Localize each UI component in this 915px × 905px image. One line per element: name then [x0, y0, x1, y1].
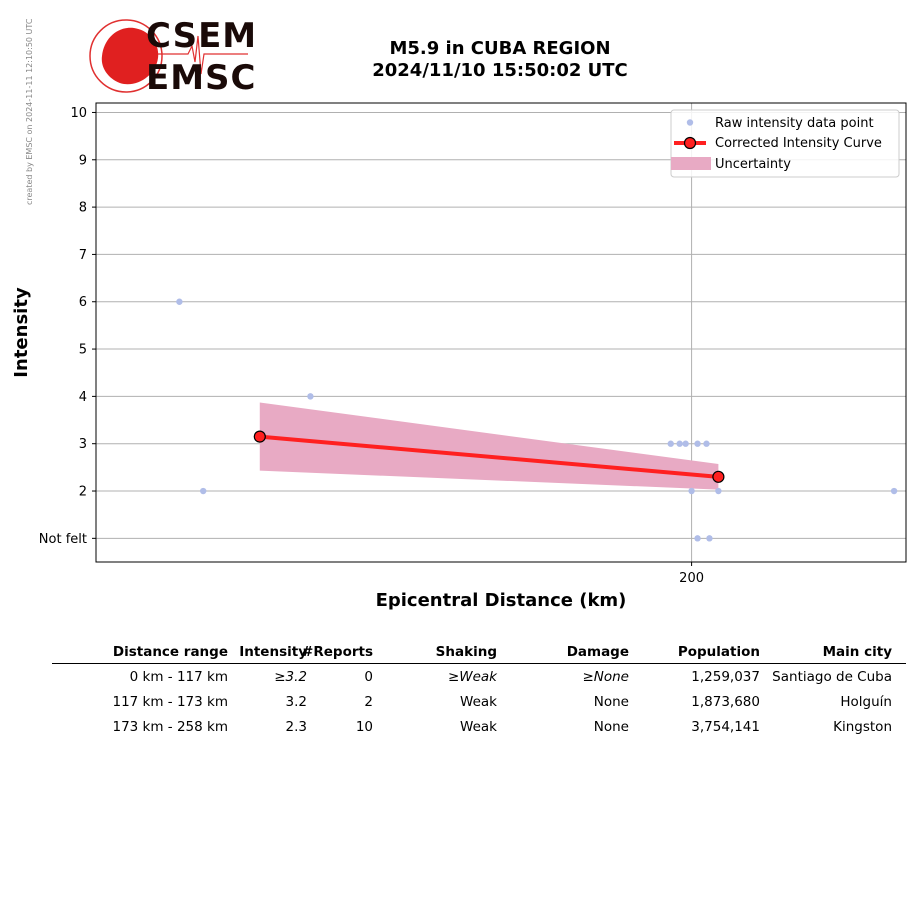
- table-cell: Holguín: [840, 694, 892, 710]
- raw-intensity-point: [682, 440, 689, 447]
- table-cell: ≥None: [582, 669, 629, 685]
- table-cell: ≥3.2: [274, 669, 307, 685]
- table-cell: None: [593, 719, 629, 735]
- raw-intensity-point: [715, 487, 722, 495]
- table-header-rule: [52, 663, 906, 664]
- table-cell: 2.3: [285, 719, 307, 735]
- intensity-table: Distance range Intensity #Reports Shaking Da…: [52, 640, 906, 740]
- table-cell: Santiago de Cuba: [772, 669, 892, 685]
- curve-marker: [712, 470, 725, 483]
- table-cell: 173 km - 258 km: [112, 719, 228, 735]
- y-tick-label: 8: [79, 201, 87, 216]
- table-header-cell: Intensity: [239, 644, 307, 660]
- table-header-cell: Damage: [566, 644, 629, 660]
- y-tick-label: 2: [79, 485, 87, 500]
- table-header-cell: Shaking: [435, 644, 497, 660]
- csem-emsc-logo: CSEM EMSC: [88, 16, 256, 98]
- intensity-chart: Not felt 2 3 4 5 6 7 8 9 10 200 Epicentral Distance…: [11, 102, 907, 611]
- raw-intensity-point: [676, 440, 683, 447]
- y-tick-label: 3: [79, 437, 87, 452]
- corrected-intensity-curve: [259, 434, 719, 479]
- y-tick-label: 9: [79, 153, 87, 168]
- table-header-cell: Population: [677, 644, 760, 660]
- legend-uncertainty-label: Uncertainty: [715, 157, 791, 172]
- table-cell: None: [593, 694, 629, 710]
- y-axis-label: Intensity: [11, 287, 32, 378]
- raw-intensity-point: [688, 487, 695, 495]
- y-tick-label: 4: [79, 390, 87, 405]
- chart-title-datetime: 2024/11/10 15:50:02 UTC: [372, 60, 628, 81]
- x-tick-label: 200: [679, 571, 704, 586]
- raw-intensity-point: [200, 487, 207, 495]
- uncertainty-band: [259, 402, 719, 490]
- table-cell: 0: [364, 669, 373, 685]
- x-axis-label: Epicentral Distance (km): [376, 590, 627, 611]
- table-cell: Weak: [460, 719, 497, 735]
- legend-uncertainty-swatch: [671, 157, 711, 170]
- plot-frame: [95, 102, 907, 563]
- legend-box: [670, 109, 900, 178]
- logo-globe-icon: [89, 19, 248, 93]
- legend-curve-marker: [683, 136, 697, 150]
- y-tick-label: 10: [70, 106, 87, 121]
- raw-intensity-point: [703, 440, 710, 447]
- logo-csem-text: CSEM: [146, 16, 258, 56]
- legend-curve-label: Corrected Intensity Curve: [715, 136, 882, 151]
- y-tick-label: Not felt: [39, 532, 87, 547]
- raw-intensity-point: [667, 440, 674, 447]
- table-cell: Weak: [460, 694, 497, 710]
- table-header-cell: Distance range: [112, 644, 228, 660]
- table-cell: 2: [364, 694, 373, 710]
- table-cell: 1,259,037: [691, 669, 760, 685]
- raw-intensity-point: [706, 535, 713, 542]
- legend-raw-marker: [686, 119, 694, 126]
- table-header-row: Distance range Intensity #Reports Shaking Da…: [52, 640, 906, 665]
- raw-intensity-point: [176, 298, 183, 305]
- table-row: 0 km - 117 km ≥3.2 0 ≥Weak ≥None 1,259,037 San…: [52, 665, 906, 690]
- y-tick-label: 5: [79, 343, 87, 358]
- table-row: 117 km - 173 km 3.2 2 Weak None 1,873,680 Holg…: [52, 690, 906, 715]
- legend-raw-label: Raw intensity data point: [715, 116, 874, 131]
- table-cell: 1,873,680: [691, 694, 760, 710]
- raw-intensity-point: [694, 440, 701, 447]
- table-cell: 10: [355, 719, 373, 735]
- table-cell: 117 km - 173 km: [112, 694, 228, 710]
- table-cell: ≥Weak: [447, 669, 497, 685]
- curve-marker: [253, 430, 266, 443]
- table-cell: Kingston: [833, 719, 892, 735]
- chart-title-event: M5.9 in CUBA REGION: [389, 38, 611, 59]
- table-cell: 3.2: [285, 694, 307, 710]
- logo-emsc-text: EMSC: [146, 58, 257, 98]
- table-header-cell: #Reports: [302, 644, 373, 660]
- y-tick-label: 7: [79, 248, 87, 263]
- raw-intensity-point: [890, 487, 898, 495]
- y-tick-label: 6: [79, 295, 87, 310]
- raw-intensity-point: [694, 535, 701, 542]
- raw-intensity-point: [307, 393, 314, 400]
- table-row: 173 km - 258 km 2.3 10 Weak None 3,754,141 Kin…: [52, 715, 906, 740]
- table-cell: 0 km - 117 km: [129, 669, 228, 685]
- table-header-cell: Main city: [822, 644, 892, 660]
- table-cell: 3,754,141: [691, 719, 760, 735]
